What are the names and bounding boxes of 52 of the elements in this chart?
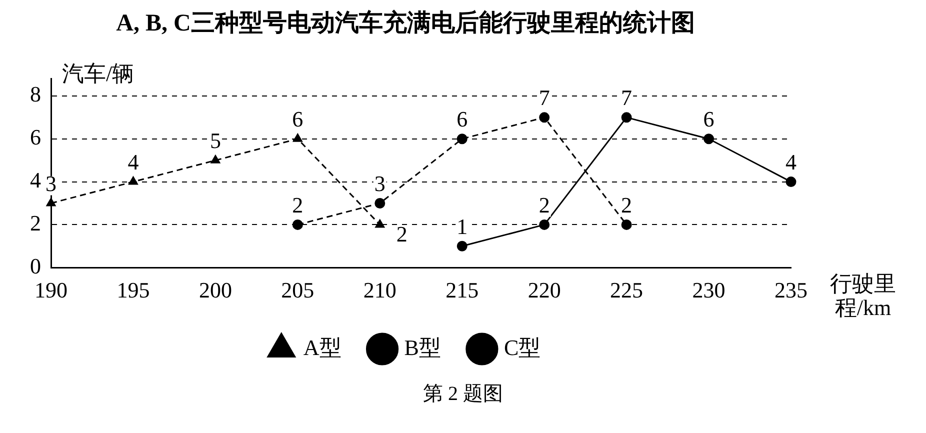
x-tick-label: 195 [116, 278, 150, 303]
point [210, 155, 220, 164]
data-label: 2 [621, 192, 632, 218]
point [621, 219, 632, 230]
point [128, 176, 138, 185]
legend-label: B型 [404, 334, 441, 360]
point [456, 240, 468, 252]
x-tick-label: 210 [363, 278, 396, 303]
x-tick-label: 230 [692, 278, 726, 303]
y-axis-title: 汽车/辆 [62, 61, 134, 86]
data-label: 2 [538, 192, 550, 218]
data-label: 5 [210, 128, 221, 154]
x-tick-label: 220 [528, 278, 561, 303]
data-label: 4 [786, 150, 796, 175]
data-label: 2 [396, 221, 408, 246]
data-label: 6 [292, 106, 304, 132]
x-axis-title: 行驶里程/km [829, 271, 897, 320]
data-label: 4 [128, 150, 139, 175]
x-tick-label: 235 [774, 278, 808, 303]
point [539, 112, 550, 123]
point [46, 198, 56, 206]
point [456, 134, 468, 144]
point [704, 134, 714, 144]
point [786, 176, 796, 188]
point [374, 198, 386, 208]
legend-label: C型 [504, 334, 541, 360]
data-label: 1 [456, 214, 468, 239]
data-label: 6 [703, 106, 714, 132]
chart-title: A, B, C三种型号电动汽车充满电后能行驶里程的统计图 [116, 10, 695, 37]
point [293, 134, 302, 142]
data-label: 3 [374, 171, 386, 196]
data-label: 2 [292, 192, 304, 218]
y-tick-label: 6 [30, 124, 41, 150]
y-tick-label: 8 [30, 82, 41, 107]
point [375, 219, 385, 228]
y-tick-label: 4 [30, 168, 41, 193]
text: 第 2 题图 [422, 382, 504, 407]
point [292, 219, 303, 230]
legend-label: A型 [303, 334, 342, 360]
y-tick-label: 0 [30, 253, 41, 278]
data-label: 7 [621, 85, 632, 110]
x-tick-label: 215 [446, 278, 479, 303]
x-tick-label: 190 [34, 278, 68, 303]
x-tick-label: 200 [198, 278, 232, 303]
point [621, 112, 632, 123]
data-label: 3 [46, 171, 56, 196]
data-label: 6 [456, 106, 468, 132]
y-tick-label: 2 [30, 210, 41, 236]
x-tick-label: 205 [281, 278, 314, 303]
point [539, 219, 550, 230]
data-label: 7 [538, 85, 550, 110]
x-tick-label: 225 [610, 278, 644, 303]
